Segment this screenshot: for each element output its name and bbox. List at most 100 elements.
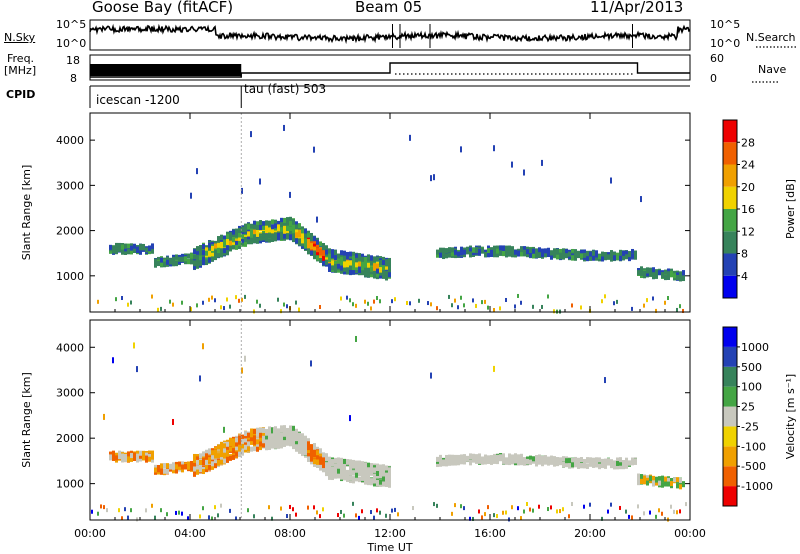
range-cell [376, 268, 379, 274]
range-cell [328, 463, 331, 469]
range-cell [679, 304, 681, 309]
colorbar-tick-label: 12 [741, 225, 755, 238]
range-cell [337, 457, 340, 463]
range-cell [136, 517, 138, 522]
range-cell [244, 241, 247, 247]
colorbar-tick-label: 24 [741, 159, 755, 172]
range-cell [379, 267, 382, 273]
range-cell [301, 441, 304, 447]
colorbar-swatch [723, 186, 737, 209]
freq-trace [90, 62, 690, 78]
range-cell [508, 251, 511, 257]
range-cell [160, 463, 163, 469]
range-cell [211, 516, 213, 521]
range-cell [367, 301, 369, 306]
range-cell [454, 249, 457, 255]
range-cell [247, 432, 250, 438]
range-cell [610, 177, 612, 184]
colorbar-tick-label: 28 [741, 136, 755, 149]
range-cell [238, 436, 241, 442]
colorbar-tick-label: 8 [741, 248, 748, 261]
velocity-panel-frame [89, 319, 691, 521]
range-cell [235, 451, 238, 457]
range-cell [220, 245, 223, 251]
range-cell [322, 255, 325, 261]
range-cell [139, 450, 142, 456]
range-cell [370, 467, 373, 473]
range-cell [127, 243, 130, 249]
range-cell [451, 303, 453, 308]
range-cell [145, 247, 148, 253]
range-cell [442, 254, 445, 260]
range-cell [382, 264, 385, 270]
range-cell [184, 464, 187, 470]
colorbar-frame [722, 326, 738, 507]
range-cell [283, 435, 286, 441]
range-cell [286, 221, 289, 227]
range-cell [514, 249, 517, 255]
range-cell [463, 249, 466, 255]
range-cell [280, 436, 283, 442]
range-cell [256, 439, 259, 445]
range-cell [520, 453, 523, 459]
range-cell [316, 252, 319, 258]
range-cell [289, 440, 292, 446]
range-cell [316, 247, 319, 253]
range-cell [214, 243, 217, 249]
range-cell [313, 146, 315, 153]
range-cell [316, 255, 319, 261]
range-cell [307, 456, 310, 462]
colorbar-swatch [723, 426, 737, 447]
range-cell [211, 295, 213, 300]
range-cell [193, 249, 196, 255]
colorbar-label: Velocity [m s⁻¹] [784, 374, 797, 459]
range-cell [280, 309, 282, 314]
range-cell [679, 276, 682, 282]
range-cell [655, 477, 658, 483]
range-cell [289, 231, 292, 237]
range-cell [322, 507, 324, 512]
range-cell [676, 307, 678, 312]
range-cell [655, 269, 658, 275]
range-cell [364, 267, 367, 273]
range-cell [358, 253, 361, 259]
colorbar-tick-label: 25 [741, 401, 755, 414]
range-cell [364, 470, 367, 476]
range-cell [211, 456, 214, 462]
range-cell [136, 450, 139, 456]
range-cell [607, 509, 609, 514]
range-cell [274, 443, 277, 449]
range-cell [472, 250, 475, 256]
range-cell [559, 509, 561, 514]
range-cell [235, 228, 238, 234]
range-cell [445, 248, 448, 254]
range-cell [367, 267, 370, 273]
range-cell [337, 463, 340, 469]
range-cell [268, 221, 271, 227]
range-cell [121, 249, 124, 255]
range-cell [541, 304, 543, 309]
range-cell [397, 512, 399, 517]
range-cell [223, 235, 226, 241]
range-cell [652, 480, 655, 486]
range-cell [343, 255, 346, 261]
range-cell [196, 456, 199, 462]
range-cell [298, 437, 301, 443]
range-cell [652, 273, 655, 279]
range-cell [601, 462, 604, 468]
range-cell [343, 269, 346, 275]
range-cell [430, 372, 432, 379]
range-cell [187, 253, 190, 259]
range-cell [235, 441, 238, 447]
range-cell [133, 243, 136, 249]
range-cell [454, 503, 456, 508]
range-cell [226, 233, 229, 239]
range-cell [292, 439, 295, 445]
range-cell [604, 377, 606, 384]
range-cell [331, 249, 334, 255]
range-cell [490, 457, 493, 463]
range-cell [214, 298, 216, 303]
range-cell [157, 256, 160, 262]
range-cell [292, 436, 295, 442]
range-cell [499, 245, 502, 251]
